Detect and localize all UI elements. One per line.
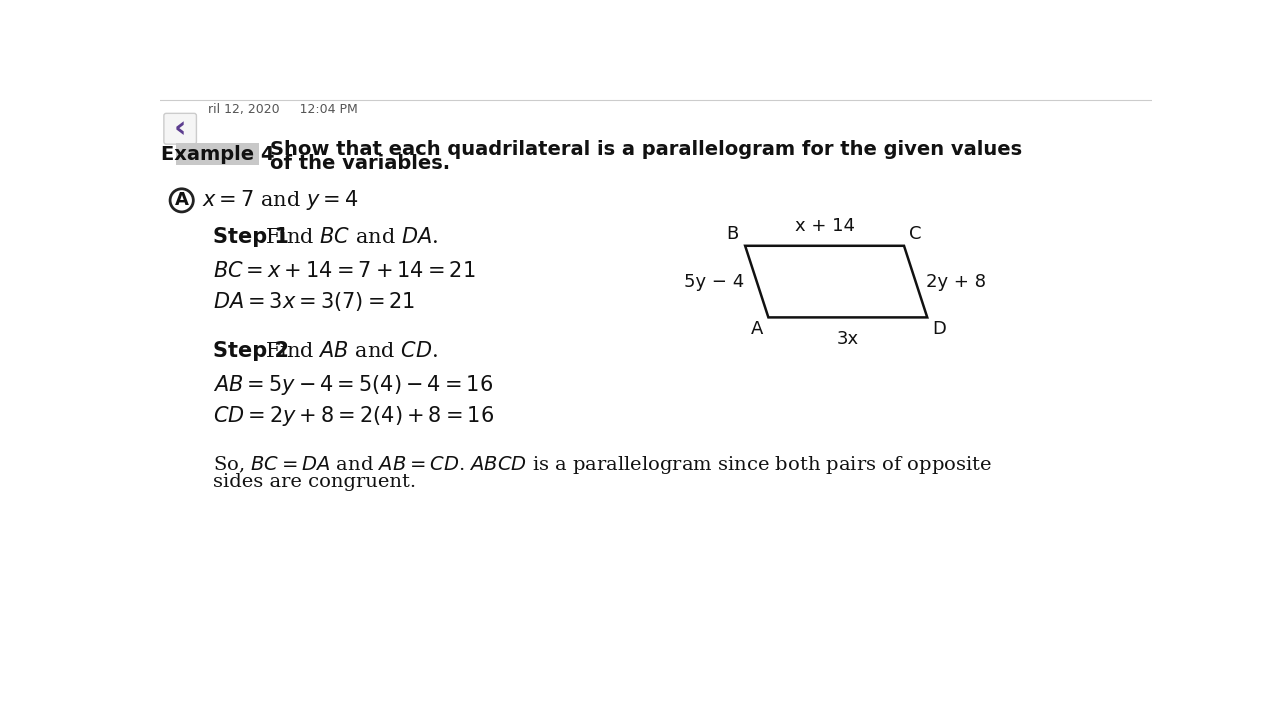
Text: 2y + 8: 2y + 8 [927, 273, 987, 291]
Text: A: A [751, 320, 764, 338]
FancyBboxPatch shape [175, 143, 259, 165]
Text: Step 1: Step 1 [212, 228, 289, 247]
Text: $BC = x + 14 = 7 + 14 = 21$: $BC = x + 14 = 7 + 14 = 21$ [212, 261, 475, 282]
Text: Show that each quadrilateral is a parallelogram for the given values: Show that each quadrilateral is a parall… [270, 140, 1023, 159]
Text: $x = 7$ and $y = 4$: $x = 7$ and $y = 4$ [202, 189, 358, 212]
Text: So, $BC = DA$ and $AB = CD$. $ABCD$ is a parallelogram since both pairs of oppos: So, $BC = DA$ and $AB = CD$. $ABCD$ is a… [212, 454, 992, 476]
Text: $CD = 2y + 8 = 2(4) + 8 = 16$: $CD = 2y + 8 = 2(4) + 8 = 16$ [212, 404, 494, 428]
Text: ril 12, 2020     12:04 PM: ril 12, 2020 12:04 PM [209, 103, 358, 116]
Text: D: D [932, 320, 946, 338]
Text: Step 2: Step 2 [212, 341, 289, 361]
Text: B: B [727, 225, 739, 243]
Text: ‹: ‹ [174, 114, 187, 143]
Text: $DA = 3x = 3(7) = 21$: $DA = 3x = 3(7) = 21$ [212, 290, 415, 313]
Text: Find $BC$ and $DA$.: Find $BC$ and $DA$. [265, 228, 439, 247]
Text: Find $AB$ and $CD$.: Find $AB$ and $CD$. [265, 341, 439, 361]
FancyBboxPatch shape [164, 113, 196, 144]
Text: sides are congruent.: sides are congruent. [212, 473, 416, 491]
Text: 3x: 3x [837, 330, 859, 348]
Text: A: A [175, 192, 188, 210]
Text: 5y − 4: 5y − 4 [684, 273, 745, 291]
Text: $AB = 5y - 4 = 5(4) - 4 = 16$: $AB = 5y - 4 = 5(4) - 4 = 16$ [212, 373, 493, 397]
Text: C: C [909, 225, 922, 243]
Text: of the variables.: of the variables. [270, 154, 451, 173]
Text: Example 4: Example 4 [160, 145, 274, 163]
Text: x + 14: x + 14 [795, 217, 855, 235]
